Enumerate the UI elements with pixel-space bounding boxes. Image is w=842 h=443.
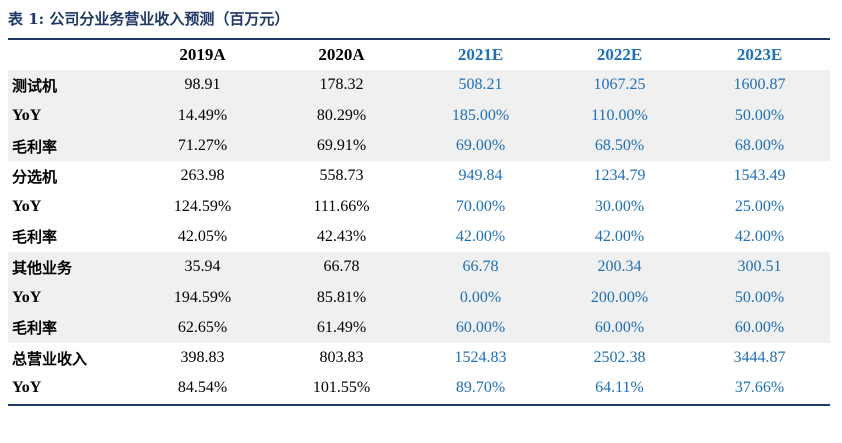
- value-cell: 66.78: [272, 252, 411, 283]
- value-cell: 25.00%: [734, 197, 785, 215]
- value-cell: 3444.87: [733, 349, 786, 367]
- value-cell: 64.11%: [550, 373, 689, 406]
- value-cell: 66.78: [411, 252, 550, 283]
- value-cell: 60.00%: [411, 312, 550, 343]
- value-cell: 200.00%: [550, 282, 689, 313]
- value-cell: 85.81%: [272, 282, 411, 313]
- value-cell: 300.51: [689, 252, 830, 283]
- row-label: YoY: [12, 197, 42, 215]
- value-cell: 185.00%: [411, 100, 550, 131]
- value-cell: 89.70%: [411, 373, 550, 406]
- value-cell: 949.84: [458, 167, 503, 185]
- row-label: 其他业务: [8, 252, 133, 283]
- header-label-cell: [8, 40, 133, 71]
- row-label: 总营业收入: [12, 349, 88, 368]
- header-year-2019a: 2019A: [133, 40, 272, 71]
- table-top-rule: [8, 38, 830, 40]
- value-cell: 60.00%: [689, 312, 830, 343]
- row-label: 测试机: [8, 70, 133, 101]
- row-label: 毛利率: [8, 130, 133, 162]
- header-row: 2019A 2020A 2021E 2022E 2023E: [8, 40, 830, 71]
- row-label: YoY: [8, 100, 133, 131]
- row-label: 分选机: [12, 167, 58, 186]
- value-cell: 803.83: [319, 349, 364, 367]
- value-cell: 200.34: [550, 252, 689, 283]
- value-cell: 62.65%: [133, 312, 272, 343]
- value-cell: 35.94: [133, 252, 272, 283]
- value-cell: 1543.49: [733, 167, 786, 185]
- header-year-2023e: 2023E: [689, 40, 830, 71]
- value-cell: 30.00%: [594, 197, 645, 215]
- value-cell: 68.00%: [689, 130, 830, 162]
- header-year-2020a: 2020A: [272, 40, 411, 71]
- value-cell: 508.21: [411, 70, 550, 101]
- table-row: 毛利率 71.27% 69.91% 69.00% 68.50% 68.00%: [8, 130, 830, 162]
- table-row: 其他业务 35.94 66.78 66.78 200.34 300.51: [8, 252, 830, 283]
- value-cell: 194.59%: [133, 282, 272, 313]
- value-cell: 0.00%: [411, 282, 550, 313]
- value-cell: 98.91: [133, 70, 272, 101]
- table-row: 测试机 98.91 178.32 508.21 1067.25 1600.87: [8, 70, 830, 101]
- value-cell: 60.00%: [550, 312, 689, 343]
- value-cell: 1600.87: [689, 70, 830, 101]
- value-cell: 37.66%: [689, 373, 830, 406]
- revenue-forecast-table: 2019A 2020A 2021E 2022E 2023E 测试机 98.91 17…: [8, 40, 830, 406]
- value-cell: 558.73: [319, 167, 364, 185]
- value-cell: 50.00%: [689, 282, 830, 313]
- value-cell: 84.54%: [133, 373, 272, 406]
- value-cell: 80.29%: [272, 100, 411, 131]
- value-cell: 68.50%: [550, 130, 689, 162]
- table-row: 毛利率 62.65% 61.49% 60.00% 60.00% 60.00%: [8, 312, 830, 343]
- row-label: YoY: [8, 282, 133, 313]
- value-cell: 101.55%: [272, 373, 411, 406]
- row-label: YoY: [8, 373, 133, 406]
- table-caption: 表 1: 公司分业务营业收入预测（百万元）: [8, 10, 290, 28]
- value-cell: 263.98: [180, 167, 225, 185]
- table-row: 分选机 263.98 558.73 949.84 1234.79 1543.49: [8, 161, 830, 191]
- value-cell: 1524.83: [454, 349, 507, 367]
- value-cell: 42.00%: [734, 227, 785, 245]
- table-row: YoY 194.59% 85.81% 0.00% 200.00% 50.00%: [8, 282, 830, 313]
- value-cell: 42.00%: [455, 227, 506, 245]
- value-cell: 14.49%: [133, 100, 272, 131]
- value-cell: 69.91%: [272, 130, 411, 162]
- value-cell: 110.00%: [550, 100, 689, 131]
- value-cell: 1234.79: [593, 167, 646, 185]
- value-cell: 42.43%: [316, 227, 367, 245]
- value-cell: 42.05%: [177, 227, 228, 245]
- table-row: YoY 84.54% 101.55% 89.70% 64.11% 37.66%: [8, 373, 830, 406]
- header-year-2022e: 2022E: [550, 40, 689, 71]
- value-cell: 70.00%: [455, 197, 506, 215]
- value-cell: 2502.38: [593, 349, 646, 367]
- value-cell: 1067.25: [550, 70, 689, 101]
- value-cell: 124.59%: [173, 197, 232, 215]
- header-year-2021e: 2021E: [411, 40, 550, 71]
- value-cell: 71.27%: [133, 130, 272, 162]
- value-cell: 61.49%: [272, 312, 411, 343]
- table-row: 总营业收入 398.83 803.83 1524.83 2502.38 3444.87: [8, 343, 830, 373]
- table-row: YoY 14.49% 80.29% 185.00% 110.00% 50.00%: [8, 100, 830, 131]
- value-cell: 398.83: [180, 349, 225, 367]
- row-label: 毛利率: [12, 228, 58, 247]
- row-label: 毛利率: [8, 312, 133, 343]
- table-row: 毛利率 42.05% 42.43% 42.00% 42.00% 42.00%: [8, 222, 830, 252]
- value-cell: 178.32: [272, 70, 411, 101]
- value-cell: 69.00%: [411, 130, 550, 162]
- table-row: YoY 124.59% 111.66% 70.00% 30.00% 25.00%: [8, 191, 830, 221]
- value-cell: 42.00%: [594, 227, 645, 245]
- value-cell: 50.00%: [689, 100, 830, 131]
- value-cell: 111.66%: [313, 197, 370, 215]
